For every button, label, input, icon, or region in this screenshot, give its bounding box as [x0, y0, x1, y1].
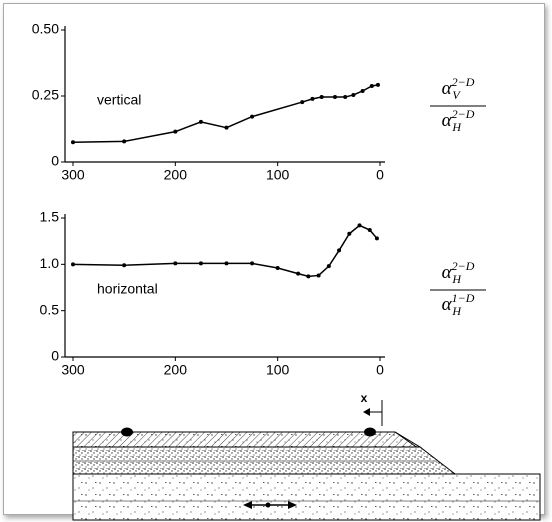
- point: [122, 263, 127, 268]
- subscript: V: [452, 88, 461, 102]
- ratio-denominator: α1−D H: [442, 291, 475, 318]
- x-tick-label: 100: [266, 362, 290, 378]
- sleeper-dot: [121, 427, 133, 437]
- line: [72, 224, 378, 278]
- superscript: 2−D: [452, 75, 475, 89]
- subscript: H: [451, 304, 462, 318]
- point: [369, 83, 374, 88]
- point: [337, 248, 342, 253]
- point: [319, 95, 324, 100]
- superscript: 1−D: [452, 291, 475, 305]
- point: [250, 261, 255, 266]
- annotation: horizontal: [97, 281, 158, 297]
- y-tick-label: 1.0: [40, 255, 60, 271]
- x-tick-label: 100: [266, 167, 290, 183]
- point: [173, 261, 178, 266]
- arrowhead: [243, 501, 252, 509]
- y-tick-label: 0.25: [32, 87, 59, 103]
- point: [296, 271, 301, 276]
- symbol: α: [442, 110, 453, 131]
- x-tick-label: 200: [164, 362, 188, 378]
- point: [316, 273, 321, 278]
- x-arrowhead: [363, 408, 370, 416]
- ratio-numerator: α2−D V: [442, 75, 475, 102]
- y-tick-label: 0.50: [32, 21, 59, 37]
- x-label: x: [361, 391, 368, 405]
- ratio-numerator: α2−D H: [442, 259, 475, 286]
- x-tick-label: 200: [164, 167, 188, 183]
- point: [71, 262, 75, 267]
- point: [198, 261, 203, 266]
- symbol: α: [442, 78, 453, 99]
- x-tick-label: 300: [61, 362, 85, 378]
- frame: [3, 3, 545, 515]
- y-tick-label: 0: [51, 348, 59, 364]
- subscript: H: [451, 272, 462, 286]
- point: [326, 264, 331, 269]
- source-dot: [265, 502, 271, 508]
- point: [250, 114, 255, 119]
- point: [224, 261, 229, 266]
- track-layer: [72, 431, 422, 448]
- ballast-layer: [72, 446, 457, 475]
- point: [375, 82, 380, 87]
- point: [224, 125, 229, 130]
- point: [173, 129, 178, 134]
- point: [332, 95, 337, 100]
- symbol: α: [442, 262, 453, 283]
- point: [347, 231, 352, 236]
- x-tick-label: 300: [61, 167, 85, 183]
- sleeper-dot: [364, 427, 376, 437]
- ratio-denominator: α2−D H: [442, 107, 475, 134]
- point: [343, 95, 348, 100]
- y-tick-label: 1.5: [40, 209, 60, 225]
- arrowhead: [288, 501, 297, 509]
- cross-section: x: [72, 391, 541, 521]
- point: [71, 140, 75, 145]
- y-tick-label: 0: [51, 153, 59, 169]
- symbol: α: [442, 294, 453, 315]
- point: [275, 266, 280, 271]
- superscript: 2−D: [452, 107, 475, 121]
- point: [300, 100, 305, 105]
- point: [374, 236, 379, 241]
- point: [360, 88, 365, 93]
- y-tick-label: 0.5: [40, 301, 60, 317]
- subscript: H: [451, 120, 462, 134]
- point: [351, 92, 356, 97]
- point: [357, 223, 362, 228]
- point: [198, 119, 203, 124]
- superscript: 2−D: [452, 259, 475, 273]
- point: [122, 139, 127, 144]
- point: [310, 96, 315, 101]
- point: [367, 228, 372, 233]
- x-tick-label: 0: [376, 362, 384, 378]
- point: [306, 274, 311, 279]
- x-tick-label: 0: [376, 167, 384, 183]
- annotation: vertical: [97, 92, 141, 108]
